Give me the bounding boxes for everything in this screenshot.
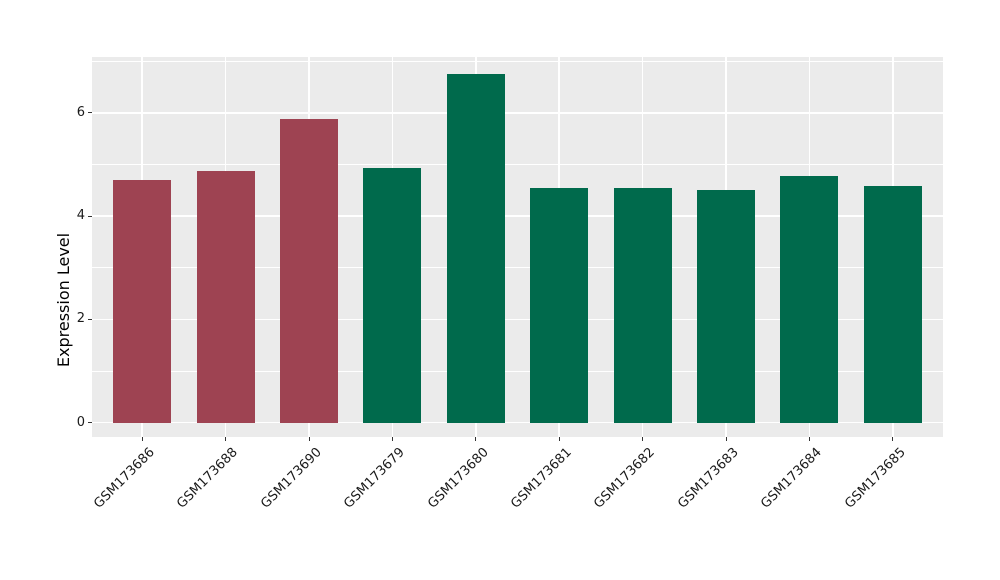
y-tick-mark xyxy=(88,318,92,320)
x-tick-mark xyxy=(141,437,143,441)
x-tick-label: GSM173690 xyxy=(258,445,325,512)
bar-GSM173684 xyxy=(780,175,839,423)
bar-GSM173690 xyxy=(280,119,338,423)
y-axis-label: Expression Level xyxy=(54,232,73,368)
minor-gridline xyxy=(92,60,943,62)
x-tick-mark xyxy=(725,437,727,441)
x-tick-mark xyxy=(892,437,894,441)
x-tick-mark xyxy=(308,437,310,441)
y-tick-label: 4 xyxy=(76,208,85,224)
bar-GSM173681 xyxy=(530,187,589,423)
x-tick-label: GSM173684 xyxy=(758,445,826,512)
minor-gridline xyxy=(92,267,943,269)
y-tick-label: 6 xyxy=(76,104,85,120)
x-tick-label: GSM173688 xyxy=(174,445,242,512)
x-tick-mark xyxy=(642,437,644,441)
y-tick-mark xyxy=(88,112,92,114)
x-tick-label: GSM173679 xyxy=(341,445,409,512)
major-gridline xyxy=(92,215,943,217)
y-tick-label: 0 xyxy=(76,414,85,430)
x-tick-label: GSM173682 xyxy=(591,445,659,512)
bar-GSM173680 xyxy=(446,74,505,423)
bar-GSM173683 xyxy=(697,190,755,423)
y-tick-mark xyxy=(88,215,92,217)
bar-GSM173679 xyxy=(363,168,422,423)
major-gridline xyxy=(92,421,943,424)
minor-gridline xyxy=(92,163,943,165)
x-tick-mark xyxy=(475,437,477,441)
x-tick-label: GSM173683 xyxy=(675,445,742,512)
x-tick-label: GSM173685 xyxy=(841,445,909,512)
minor-gridline xyxy=(92,370,943,372)
major-gridline xyxy=(92,112,943,114)
x-tick-label: GSM173681 xyxy=(508,445,575,512)
x-tick-label: GSM173686 xyxy=(91,445,158,512)
x-tick-mark xyxy=(558,437,560,441)
x-tick-mark xyxy=(391,437,393,441)
x-tick-mark xyxy=(808,437,810,441)
bar-GSM173682 xyxy=(613,188,672,423)
x-tick-label: GSM173680 xyxy=(424,445,492,512)
major-gridline xyxy=(92,318,943,321)
y-tick-label: 2 xyxy=(76,311,85,327)
x-tick-mark xyxy=(225,437,227,441)
bar-GSM173685 xyxy=(863,186,922,423)
bar-GSM173688 xyxy=(196,171,255,423)
bar-GSM173686 xyxy=(113,179,172,423)
y-tick-mark xyxy=(88,422,92,424)
